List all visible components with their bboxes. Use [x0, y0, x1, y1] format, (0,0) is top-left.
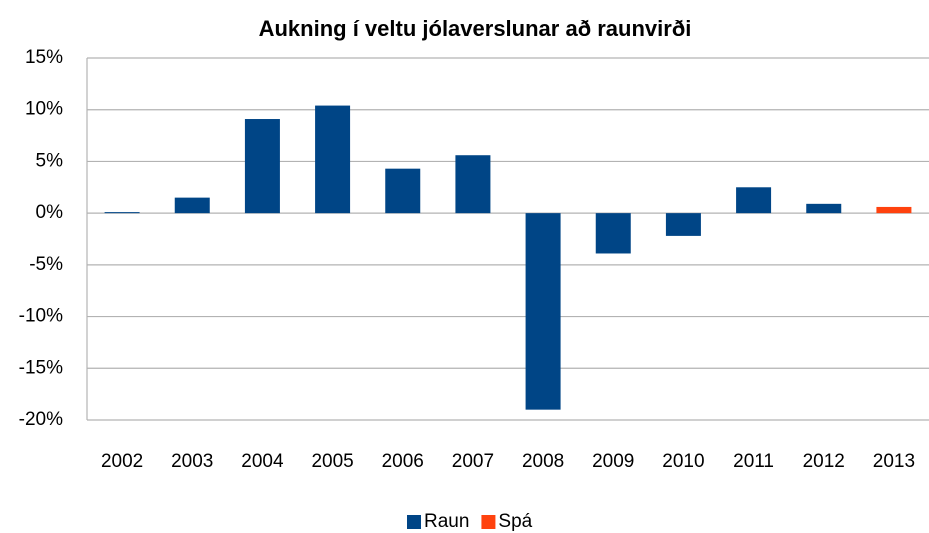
x-tick-label: 2002	[101, 451, 143, 472]
chart-title: Aukning í veltu jólaverslunar að raunvir…	[259, 16, 692, 41]
y-tick-label: -10%	[19, 306, 63, 327]
x-tick-label: 2004	[241, 451, 284, 472]
x-tick-label: 2006	[382, 451, 424, 472]
legend-label: Raun	[424, 511, 469, 532]
bar	[806, 203, 842, 214]
x-tick-label: 2009	[592, 451, 634, 472]
x-tick-label: 2003	[171, 451, 213, 472]
bar	[315, 105, 351, 214]
y-tick-label: 15%	[25, 47, 63, 68]
x-tick-label: 2007	[452, 451, 494, 472]
x-tick-label: 2011	[733, 451, 774, 472]
bar	[174, 197, 210, 214]
bar	[385, 168, 421, 214]
bar	[736, 187, 772, 214]
bar	[876, 206, 912, 214]
x-tick-label: 2010	[662, 451, 704, 472]
x-tick-label: 2012	[803, 451, 845, 472]
y-tick-label: -5%	[29, 254, 63, 275]
bar	[455, 155, 491, 214]
bar	[525, 213, 561, 410]
y-tick-label: -15%	[19, 357, 63, 378]
legend-swatch	[481, 515, 496, 529]
y-tick-label: 5%	[36, 150, 64, 171]
x-tick-label: 2013	[873, 451, 915, 472]
y-tick-label: 10%	[25, 99, 63, 120]
x-tick-label: 2005	[311, 451, 353, 472]
bar	[595, 213, 631, 254]
y-tick-label: 0%	[36, 202, 64, 223]
y-tick-label: -20%	[19, 409, 63, 430]
legend-label: Spá	[498, 511, 532, 532]
bar	[244, 119, 280, 214]
legend-swatch	[407, 515, 421, 529]
x-tick-label: 2008	[522, 451, 564, 472]
bar	[665, 213, 701, 236]
bar	[104, 212, 140, 214]
